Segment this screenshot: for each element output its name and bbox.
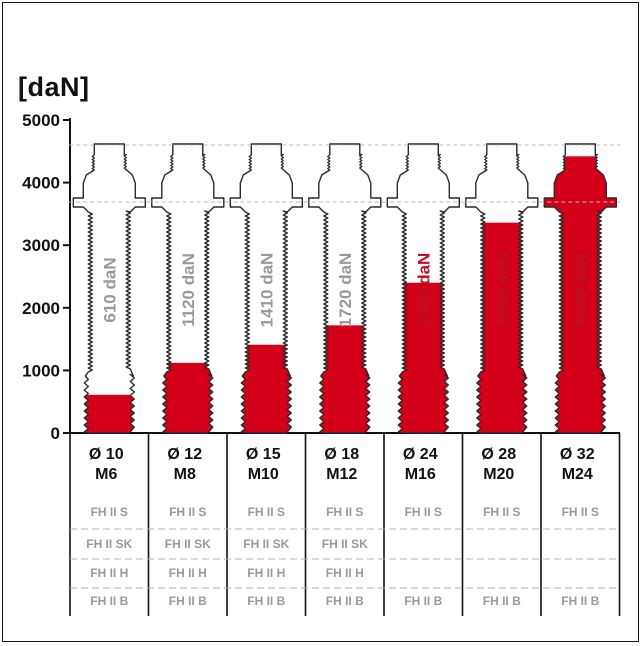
bolt-bar: 1120 daN [147,143,228,434]
thread-label: M24 [562,466,593,483]
bolt-bar: 3360 daN [461,143,542,434]
bolt-outline [308,143,382,434]
variant-label: FH II B [404,594,442,608]
variant-label: FH II B [483,594,521,608]
diameter-label: Ø 32 [560,446,595,463]
variant-label: FH II SK [165,537,211,551]
bolt-value-label: 2400 daN [414,253,433,328]
bolt-outline [465,143,539,434]
diameter-label: Ø 10 [89,446,124,463]
variant-label: FH II B [90,594,128,608]
y-tick-label: 1000 [22,361,60,380]
variant-label: FH II S [91,505,128,519]
y-tick-label: 4000 [22,174,60,193]
bolt-value-fill [308,325,381,433]
bolt-outline [543,143,617,434]
diameter-label: Ø 28 [481,446,516,463]
bolt-outline [72,143,146,434]
thread-label: M6 [95,466,117,483]
variant-label: FH II B [326,594,364,608]
variant-label: FH II S [483,505,520,519]
variant-label: FH II H [326,566,364,580]
bolt-value-label: 1720 daN [336,253,355,328]
y-axis-unit-label: [daN] [18,72,90,102]
diameter-label: Ø 15 [246,446,281,463]
thread-label: M20 [483,466,514,483]
y-tick-label: 0 [51,424,60,443]
bolt-outline [386,143,460,434]
bolt-value-label: 3360 daN [493,253,512,328]
bolt-bar: 1720 daN [304,143,385,434]
y-tick-label: 3000 [22,236,60,255]
bolt-bar: 1410 daN [226,143,307,434]
bolt-outline [229,143,303,434]
bolt-value-label: 4420 daN [571,253,590,328]
thread-label: M8 [174,466,196,483]
variant-label: FH II H [247,566,285,580]
variant-label: FH II SK [322,537,368,551]
bolt-value-fill [73,394,146,433]
variant-label: FH II S [326,505,363,519]
bolt-value-label: 1410 daN [257,253,276,328]
bolt-bar: 4420 daN [540,143,621,434]
bolt-value-fill [151,362,224,433]
diameter-label: Ø 12 [167,446,202,463]
diameter-label: Ø 24 [403,446,438,463]
variant-label: FH II S [248,505,285,519]
variant-label: FH II SK [86,537,132,551]
bolt-bar: 2400 daN [383,143,464,434]
y-tick-label: 2000 [22,299,60,318]
bolt-value-label: 1120 daN [179,253,198,327]
variant-label: FH II H [90,566,128,580]
thread-label: M12 [326,466,357,483]
variant-label: FH II S [562,505,599,519]
bolt-value-fill [230,344,303,433]
variant-label: FH II B [169,594,207,608]
diameter-label: Ø 18 [324,446,359,463]
thread-label: M16 [405,466,436,483]
variant-label: FH II S [405,505,442,519]
variant-label: FH II H [169,566,207,580]
variant-label: FH II B [561,594,599,608]
bolt-bar: 610 daN [69,143,150,434]
variant-label: FH II S [169,505,206,519]
y-tick-label: 5000 [22,111,60,130]
bolt-outline [151,143,225,434]
thread-label: M10 [248,466,279,483]
variant-label: FH II SK [243,537,289,551]
variant-label: FH II B [247,594,285,608]
bolt-value-label: 610 daN [100,257,119,322]
